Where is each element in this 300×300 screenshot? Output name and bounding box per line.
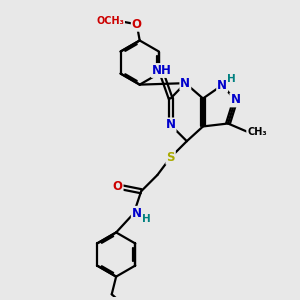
Text: N: N [230,93,240,106]
Text: S: S [167,151,175,164]
Text: N: N [180,77,190,90]
Text: H: H [227,74,236,84]
Text: CH₃: CH₃ [247,127,267,137]
Text: N: N [217,79,227,92]
Text: O: O [112,180,123,193]
Text: N: N [132,207,142,220]
Text: O: O [132,18,142,31]
Text: N: N [166,118,176,131]
Text: H: H [142,214,151,224]
Text: OCH₃: OCH₃ [96,16,124,26]
Text: NH: NH [152,64,172,77]
